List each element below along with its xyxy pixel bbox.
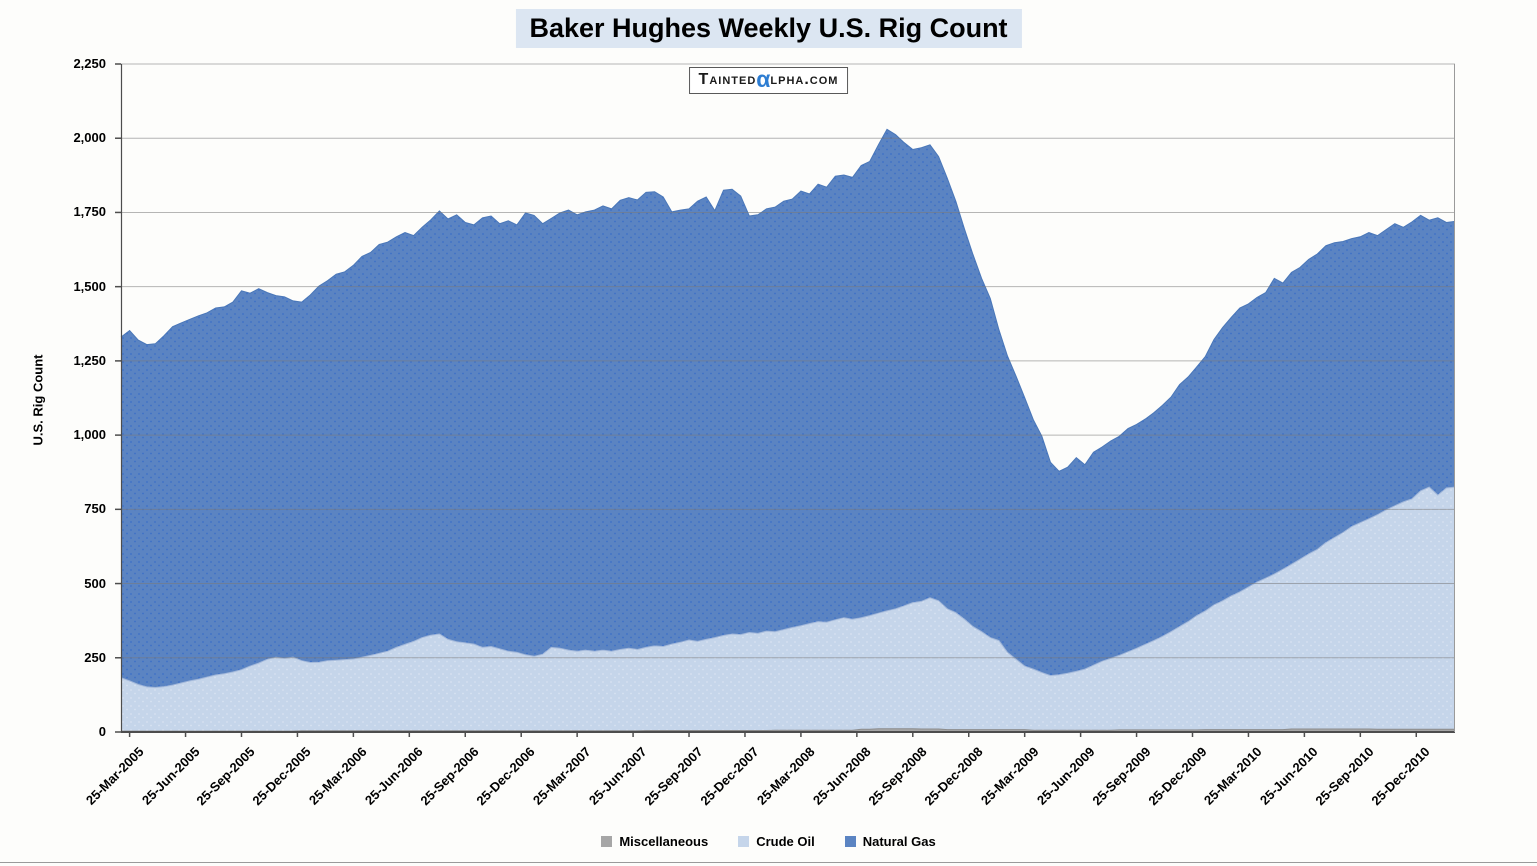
rig-count-stacked-area-chart: [115, 63, 1456, 737]
x-tick-label: 25-Dec-2010: [1368, 744, 1433, 809]
y-tick-label: 2,000: [73, 130, 106, 146]
x-tick-label: 25-Jun-2009: [1033, 744, 1098, 808]
bottom-divider: [0, 862, 1537, 863]
edge-natural-gas: [120, 128, 1456, 472]
legend-item-crude-oil: Crude Oil: [738, 834, 815, 849]
logo-prefix: Tainted: [698, 71, 757, 88]
x-tick-label: 25-Jun-2005: [138, 744, 203, 808]
x-tick-label: 25-Mar-2006: [306, 744, 370, 808]
x-tick-label: 25-Sep-2007: [641, 744, 706, 809]
area-natural-gas: [121, 129, 1455, 688]
x-tick-label: 25-Jun-2007: [585, 744, 650, 808]
legend: Miscellaneous Crude Oil Natural Gas: [0, 834, 1537, 849]
x-tick-label: 25-Sep-2006: [417, 744, 482, 809]
x-tick-label: 25-Dec-2007: [697, 744, 762, 809]
x-tick-label: 25-Mar-2009: [977, 744, 1042, 808]
edge-crude-oil: [120, 486, 1456, 689]
plot-area: [115, 63, 1456, 737]
y-tick-label: 750: [84, 501, 106, 517]
y-tick-label: 500: [84, 575, 106, 591]
legend-item-natural-gas: Natural Gas: [844, 834, 936, 849]
site-logo: Taintedαlpha.com: [688, 66, 849, 94]
y-tick-label: 1,000: [73, 427, 106, 443]
legend-item-miscellaneous: Miscellaneous: [601, 834, 708, 849]
logo-suffix: lpha.com: [770, 71, 839, 88]
x-tick-label: 25-Jun-2010: [1257, 744, 1321, 808]
x-tick-label: 25-Dec-2006: [473, 744, 538, 809]
x-tick-label: 25-Mar-2010: [1201, 744, 1266, 808]
x-tick-label: 25-Dec-2008: [921, 744, 986, 809]
y-tick-label: 1,750: [73, 204, 106, 220]
legend-swatch-icon: [601, 836, 613, 847]
x-tick-label: 25-Dec-2005: [249, 744, 315, 809]
x-tick-label: 25-Mar-2005: [82, 744, 147, 808]
x-tick-label: 25-Sep-2010: [1312, 744, 1377, 809]
y-tick-label: 1,500: [73, 278, 106, 294]
area-crude-oil: [121, 487, 1455, 732]
edge-miscellaneous: [121, 728, 1455, 732]
legend-swatch-icon: [738, 836, 750, 847]
y-tick-label: 250: [84, 649, 106, 665]
x-tick-label: 25-Mar-2007: [529, 744, 594, 808]
chart-title: Baker Hughes Weekly U.S. Rig Count: [515, 9, 1022, 48]
legend-label: Natural Gas: [862, 834, 936, 849]
x-tick-label: 25-Sep-2009: [1088, 744, 1154, 809]
x-tick-label: 25-Sep-2008: [865, 744, 930, 809]
x-tick-label: 25-Jun-2008: [809, 744, 874, 808]
y-tick-label: 0: [98, 724, 106, 739]
x-tick-label: 25-Jun-2006: [362, 744, 426, 808]
logo-alpha-icon: α: [756, 66, 771, 92]
legend-label: Crude Oil: [756, 834, 815, 849]
legend-swatch-icon: [844, 836, 856, 847]
y-tick-label: 1,250: [73, 352, 106, 368]
x-tick-label: 25-Sep-2005: [193, 744, 259, 809]
x-tick-label: 25-Mar-2008: [753, 744, 818, 808]
y-tick-label: 2,250: [73, 56, 106, 71]
x-tick-label: 25-Dec-2009: [1144, 744, 1210, 809]
legend-label: Miscellaneous: [619, 834, 709, 849]
